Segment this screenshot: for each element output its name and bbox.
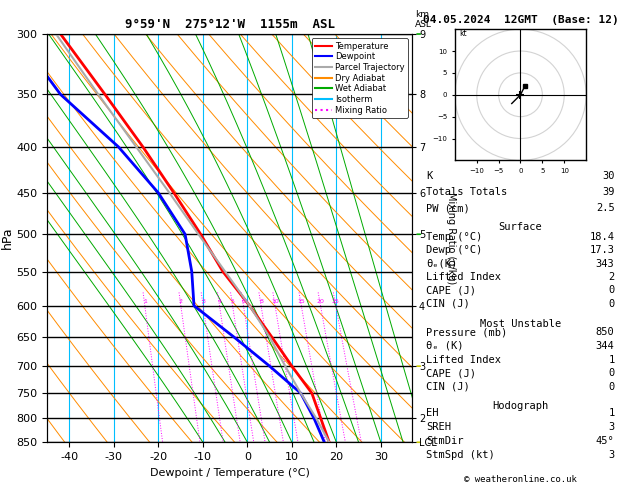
Text: Most Unstable: Most Unstable	[480, 319, 561, 329]
Text: K: K	[426, 171, 433, 181]
Title: 9°59'N  275°12'W  1155m  ASL: 9°59'N 275°12'W 1155m ASL	[125, 18, 335, 32]
Text: 20: 20	[316, 299, 325, 304]
Text: km
ASL: km ASL	[415, 10, 432, 29]
Text: 1: 1	[608, 408, 615, 418]
Text: CAPE (J): CAPE (J)	[426, 285, 476, 295]
Text: CAPE (J): CAPE (J)	[426, 368, 476, 378]
Text: Hodograph: Hodograph	[493, 401, 548, 411]
Text: 0: 0	[608, 285, 615, 295]
X-axis label: Dewpoint / Temperature (°C): Dewpoint / Temperature (°C)	[150, 468, 309, 478]
Text: 1: 1	[608, 355, 615, 364]
Text: θₑ(K): θₑ(K)	[426, 259, 458, 269]
Text: 25: 25	[332, 299, 340, 304]
Text: kt: kt	[459, 29, 467, 38]
Text: 2: 2	[608, 272, 615, 282]
Text: θₑ (K): θₑ (K)	[426, 341, 464, 351]
Text: 39: 39	[602, 187, 615, 197]
Text: SREH: SREH	[426, 422, 452, 433]
Text: 344: 344	[596, 341, 615, 351]
Text: 850: 850	[596, 328, 615, 337]
Text: 2.5: 2.5	[596, 203, 615, 213]
Text: 45°: 45°	[596, 436, 615, 446]
Text: 4: 4	[218, 299, 221, 304]
Text: 0: 0	[608, 299, 615, 309]
Text: Lifted Index: Lifted Index	[426, 272, 501, 282]
Text: 3: 3	[608, 422, 615, 433]
Text: 30: 30	[602, 171, 615, 181]
Text: 1: 1	[143, 299, 147, 304]
Text: © weatheronline.co.uk: © weatheronline.co.uk	[464, 474, 577, 484]
Text: StmDir: StmDir	[426, 436, 464, 446]
Text: StmSpd (kt): StmSpd (kt)	[426, 450, 495, 460]
Text: Lifted Index: Lifted Index	[426, 355, 501, 364]
Text: Temp (°C): Temp (°C)	[426, 232, 482, 242]
Text: 3: 3	[201, 299, 205, 304]
Text: 0: 0	[608, 382, 615, 392]
Text: Pressure (mb): Pressure (mb)	[426, 328, 508, 337]
Text: 3: 3	[608, 450, 615, 460]
Text: Dewp (°C): Dewp (°C)	[426, 245, 482, 255]
Text: 10: 10	[271, 299, 279, 304]
Y-axis label: Mixing Ratio (g/kg): Mixing Ratio (g/kg)	[446, 192, 456, 284]
Text: Surface: Surface	[499, 223, 542, 232]
Text: 8: 8	[259, 299, 263, 304]
Text: CIN (J): CIN (J)	[426, 382, 470, 392]
Text: 15: 15	[298, 299, 305, 304]
Text: 6: 6	[242, 299, 245, 304]
Text: PW (cm): PW (cm)	[426, 203, 470, 213]
Text: 5: 5	[231, 299, 235, 304]
Text: 0: 0	[608, 368, 615, 378]
Text: Totals Totals: Totals Totals	[426, 187, 508, 197]
Text: 18.4: 18.4	[589, 232, 615, 242]
Text: 04.05.2024  12GMT  (Base: 12): 04.05.2024 12GMT (Base: 12)	[423, 15, 618, 25]
Y-axis label: hPa: hPa	[1, 227, 14, 249]
Text: 17.3: 17.3	[589, 245, 615, 255]
Text: CIN (J): CIN (J)	[426, 299, 470, 309]
Legend: Temperature, Dewpoint, Parcel Trajectory, Dry Adiabat, Wet Adiabat, Isotherm, Mi: Temperature, Dewpoint, Parcel Trajectory…	[311, 38, 408, 118]
Text: 343: 343	[596, 259, 615, 269]
Text: EH: EH	[426, 408, 439, 418]
Text: 2: 2	[179, 299, 183, 304]
